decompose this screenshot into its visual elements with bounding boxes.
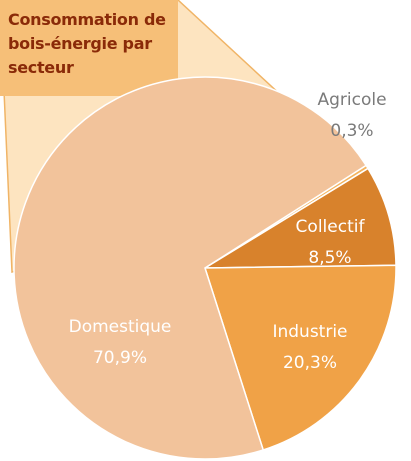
category-label: Domestique xyxy=(69,317,172,337)
pie-slice xyxy=(203,264,397,451)
labels: Agricole 0,3% Collectif 8,5% Industrie 20,3% D… xyxy=(69,90,387,373)
category-label: Collectif xyxy=(296,217,366,237)
category-label: Agricole xyxy=(317,90,386,110)
value-label: 70,9% xyxy=(93,348,147,368)
pie-slice xyxy=(13,76,368,460)
value-label: 8,5% xyxy=(308,248,351,268)
value-label: 20,3% xyxy=(283,353,337,373)
slices xyxy=(13,76,397,460)
value-label: 0,3% xyxy=(330,121,373,141)
chart-title: Consommation de bois-énergie par secteur xyxy=(8,10,166,77)
pie-slice xyxy=(202,167,397,269)
title-box xyxy=(0,0,178,96)
category-label: Industrie xyxy=(272,322,347,342)
